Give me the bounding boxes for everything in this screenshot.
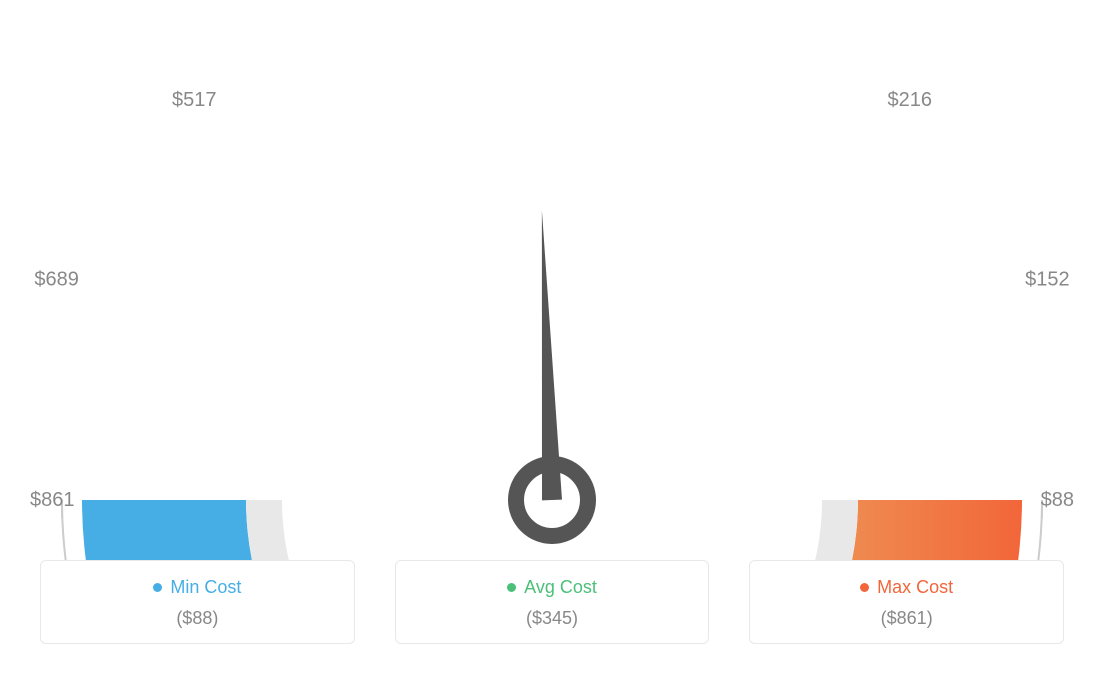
gauge-tick bbox=[124, 344, 157, 356]
legend-label-avg: Avg Cost bbox=[507, 577, 597, 598]
gauge-tick bbox=[874, 208, 901, 230]
legend-card-max: Max Cost ($861) bbox=[749, 560, 1064, 644]
gauge-scale-label: $517 bbox=[172, 89, 217, 111]
gauge-tick bbox=[396, 72, 408, 105]
legend-value-min: ($88) bbox=[41, 608, 354, 629]
gauge-chart-container: $88$152$216$345$517$689$861 Min Cost ($8… bbox=[0, 0, 1104, 690]
legend-label-min-text: Min Cost bbox=[170, 577, 241, 598]
gauge-tick bbox=[104, 421, 163, 431]
gauge-tick bbox=[696, 72, 708, 105]
dot-icon-min bbox=[153, 583, 162, 592]
legend-value-avg: ($345) bbox=[396, 608, 709, 629]
gauge-tick bbox=[325, 106, 343, 136]
gauge-tick bbox=[947, 344, 980, 356]
gauge-svg: $88$152$216$345$517$689$861 bbox=[0, 0, 1104, 560]
gauge-tick bbox=[203, 208, 230, 230]
gauge-tick bbox=[894, 273, 946, 303]
dot-icon-max bbox=[860, 583, 869, 592]
gauge-scale-label: $152 bbox=[1025, 268, 1070, 290]
gauge-scale-label: $861 bbox=[30, 489, 75, 511]
gauge-tick bbox=[625, 52, 631, 86]
gauge-area: $88$152$216$345$517$689$861 bbox=[0, 0, 1104, 560]
legend-card-min: Min Cost ($88) bbox=[40, 560, 355, 644]
legend-label-avg-text: Avg Cost bbox=[524, 577, 597, 598]
gauge-tick bbox=[158, 273, 210, 303]
legend-label-max: Max Cost bbox=[860, 577, 953, 598]
legend-label-max-text: Max Cost bbox=[877, 577, 953, 598]
dot-icon-avg bbox=[507, 583, 516, 592]
gauge-scale-label: $216 bbox=[888, 89, 933, 111]
legend-card-avg: Avg Cost ($345) bbox=[395, 560, 710, 644]
gauge-tick bbox=[473, 52, 479, 86]
gauge-tick bbox=[762, 106, 780, 136]
legend-label-min: Min Cost bbox=[153, 577, 241, 598]
gauge-scale-label: $88 bbox=[1041, 489, 1074, 511]
gauge-scale-label: $689 bbox=[34, 268, 79, 290]
gauge-tick bbox=[941, 421, 1000, 431]
gauge-tick bbox=[806, 151, 845, 197]
gauge-tick bbox=[260, 151, 299, 197]
legend-row: Min Cost ($88) Avg Cost ($345) Max Cost … bbox=[0, 560, 1104, 644]
legend-value-max: ($861) bbox=[750, 608, 1063, 629]
